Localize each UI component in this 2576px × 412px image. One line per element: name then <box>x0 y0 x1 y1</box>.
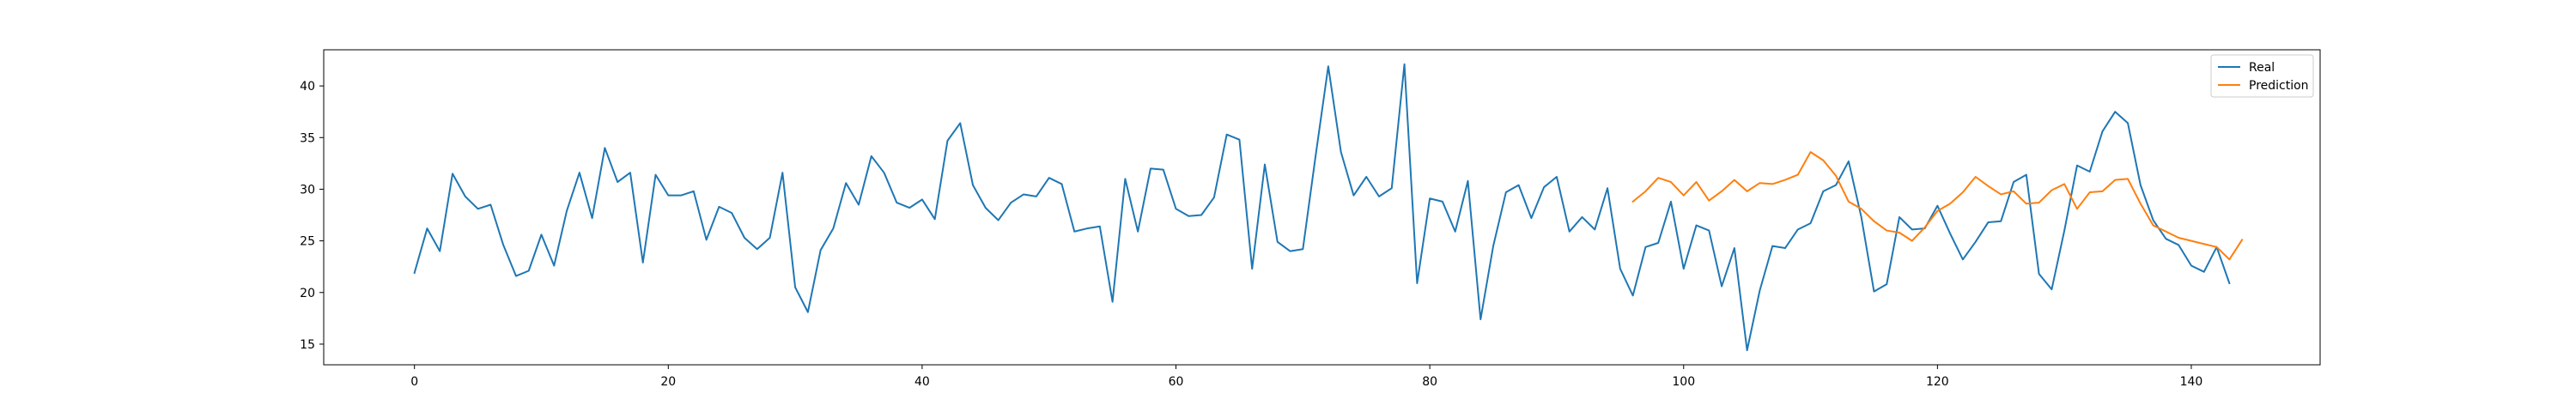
x-tick-label: 0 <box>410 375 418 389</box>
x-axis: 0 20 40 60 80 100 120 140 <box>410 365 2202 389</box>
y-tick-label: 35 <box>300 131 315 145</box>
legend-box <box>2210 54 2314 98</box>
legend-label-real: Real <box>2249 61 2275 75</box>
y-tick-label: 15 <box>300 338 315 352</box>
series-line-prediction <box>1631 151 2244 261</box>
x-tick-label: 20 <box>660 375 676 389</box>
x-tick-label: 140 <box>2180 375 2203 389</box>
y-tick-label: 30 <box>300 183 315 197</box>
x-tick-label: 40 <box>914 375 930 389</box>
x-tick-label: 120 <box>1926 375 1949 389</box>
plot-frame <box>323 49 2321 366</box>
y-tick-label: 20 <box>300 287 315 300</box>
y-axis: 15 20 25 30 35 40 <box>300 80 324 352</box>
legend: Real Prediction <box>2210 54 2314 98</box>
y-tick-label: 25 <box>300 235 315 249</box>
x-tick-label: 100 <box>1672 375 1695 389</box>
x-tick-label: 80 <box>1422 375 1437 389</box>
x-tick-label: 60 <box>1169 375 1184 389</box>
legend-label-prediction: Prediction <box>2249 79 2309 93</box>
series-layer <box>413 63 2244 352</box>
y-tick-label: 40 <box>300 80 315 94</box>
